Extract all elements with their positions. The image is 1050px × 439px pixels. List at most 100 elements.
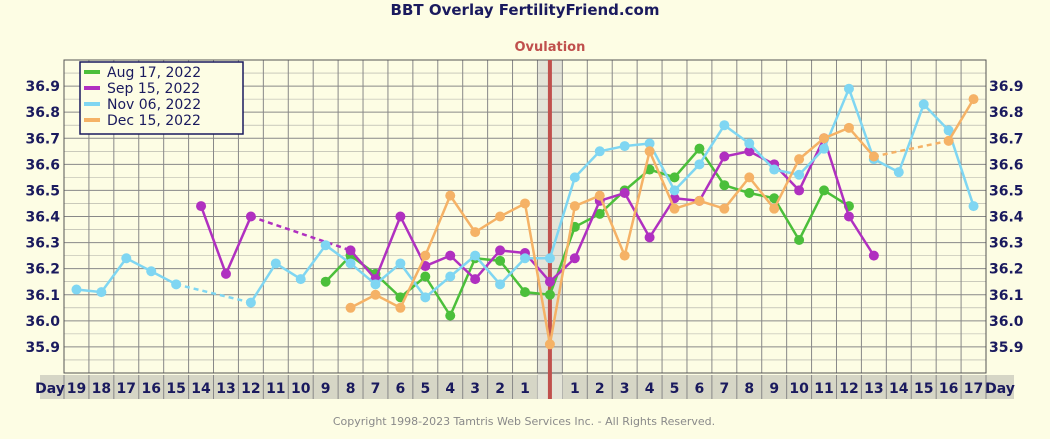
series-line-segment [698, 155, 726, 202]
data-point [520, 253, 530, 264]
y-tick-label-left: 36.3 [25, 236, 60, 252]
data-point [345, 245, 356, 256]
x-tick-label: 5 [670, 381, 680, 397]
x-tick-label: 17 [117, 381, 136, 397]
series-line-segment [673, 147, 701, 179]
x-tick-label: 19 [67, 381, 86, 397]
legend-label: Dec 15, 2022 [107, 113, 201, 129]
x-tick-label: 1 [570, 381, 580, 397]
y-tick-label-right: 36.2 [989, 262, 1024, 278]
data-point [171, 279, 182, 290]
x-tick-label: 2 [495, 381, 505, 397]
series-line-segment [798, 137, 825, 161]
data-point [445, 310, 456, 321]
series-line-segment [249, 262, 277, 304]
data-point [544, 276, 555, 287]
x-axis-day-label-left: Day [35, 381, 65, 397]
series-line-segment [648, 150, 676, 210]
data-point [544, 253, 555, 264]
data-point [694, 159, 705, 170]
series-line-segment [847, 215, 875, 257]
data-point [245, 297, 256, 308]
data-point [370, 289, 381, 300]
data-point [918, 99, 929, 110]
series-line-segment [449, 257, 477, 317]
data-point [868, 151, 879, 162]
series-line-segment [698, 147, 726, 186]
data-point [644, 138, 655, 149]
y-tick-label-left: 36.8 [25, 105, 60, 121]
y-tick-label-left: 36.0 [25, 314, 60, 330]
y-tick-label-right: 36.7 [989, 131, 1024, 147]
data-point [744, 146, 755, 157]
data-point [819, 133, 830, 144]
data-point [569, 172, 580, 183]
x-tick-label: 6 [695, 381, 705, 397]
data-point [669, 172, 680, 183]
series-line-segment [748, 142, 776, 171]
data-point [345, 302, 356, 313]
series-line-segment [848, 126, 875, 158]
data-point [619, 141, 630, 152]
x-tick-label: 7 [719, 381, 729, 397]
series-line-segment [349, 249, 377, 280]
data-point [569, 201, 580, 212]
series-line-segment [224, 216, 253, 275]
data-point [96, 287, 107, 298]
x-tick-label: 3 [470, 381, 480, 397]
series-line-segment [773, 158, 801, 210]
x-tick-label: 11 [266, 381, 285, 397]
data-point [744, 188, 755, 199]
series-dashed-segment [175, 283, 252, 304]
y-tick-label-right: 36.5 [989, 183, 1024, 199]
data-point [893, 167, 904, 178]
y-tick-label-left: 36.4 [25, 210, 60, 226]
x-tick-label: 9 [321, 381, 331, 397]
data-point [594, 208, 605, 219]
data-point [569, 253, 580, 264]
data-point [395, 258, 406, 269]
data-point [420, 292, 431, 303]
series-line-segment [449, 194, 477, 233]
y-tick-label-left: 36.5 [25, 183, 60, 199]
series-line-segment [399, 275, 427, 299]
series-line-segment [947, 98, 975, 142]
data-point [146, 266, 157, 277]
data-point [669, 185, 680, 196]
data-point [594, 146, 605, 157]
data-point [470, 250, 481, 261]
data-point [794, 234, 805, 245]
series-line-segment [773, 197, 801, 241]
data-point [719, 203, 730, 214]
data-point [868, 250, 879, 261]
legend-label: Nov 06, 2022 [107, 97, 201, 113]
series-line-segment [723, 176, 751, 210]
data-point [320, 240, 331, 251]
data-point [744, 172, 755, 183]
series-dashed-segment [873, 139, 949, 158]
y-tick-label-left: 36.1 [25, 288, 60, 304]
series-line-segment [374, 262, 402, 286]
data-point [395, 211, 406, 222]
x-tick-label: 2 [595, 381, 605, 397]
data-point [420, 271, 431, 282]
data-point [819, 143, 830, 154]
x-tick-label: 15 [914, 381, 933, 397]
y-tick-label-right: 36.9 [989, 79, 1024, 95]
data-point [544, 289, 555, 300]
y-tick-label-right: 36.1 [989, 288, 1024, 304]
x-tick-label: 5 [420, 381, 430, 397]
data-point [495, 211, 506, 222]
series-line-segment [424, 195, 452, 257]
x-tick-label: 8 [346, 381, 356, 397]
series-line-segment [922, 103, 950, 132]
data-point [544, 339, 555, 350]
x-axis-band [40, 375, 1014, 399]
y-tick-label-right: 36.6 [989, 157, 1024, 173]
series-4 [345, 94, 979, 350]
series-line-segment [449, 254, 476, 278]
data-point [395, 302, 406, 313]
y-tick-label-left: 36.7 [25, 131, 60, 147]
